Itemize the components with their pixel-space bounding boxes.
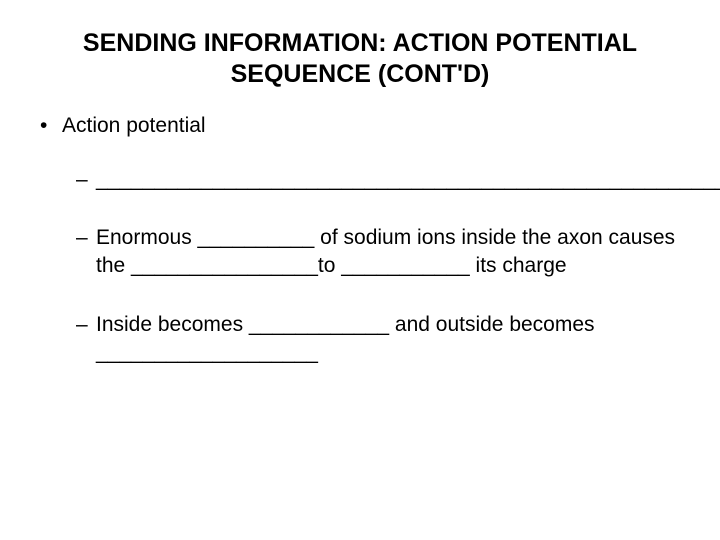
dash-icon: –: [76, 224, 96, 281]
title-line-1: SENDING INFORMATION: ACTION POTENTIAL: [83, 29, 637, 57]
sub-bullet-1-text: ________________________________________…: [96, 166, 720, 194]
dash-icon: –: [76, 166, 96, 194]
sub-bullet-2: – Enormous __________ of sodium ions ins…: [76, 224, 680, 281]
sub-bullet-1: – ______________________________________…: [76, 166, 680, 194]
dash-icon: –: [76, 311, 96, 368]
bullet-1-text: Action potential: [62, 114, 206, 137]
title-line-2: SEQUENCE (CONT'D): [231, 60, 490, 88]
bullet-level-1: •Action potential: [40, 113, 680, 138]
sub-bullet-3: – Inside becomes ____________ and outsid…: [76, 311, 680, 368]
sub-bullet-2-text: Enormous __________ of sodium ions insid…: [96, 224, 680, 281]
sub-bullet-3-text: Inside becomes ____________ and outside …: [96, 311, 680, 368]
slide-title: SENDING INFORMATION: ACTION POTENTIAL SE…: [40, 28, 680, 91]
bullet-dot-icon: •: [40, 113, 62, 138]
